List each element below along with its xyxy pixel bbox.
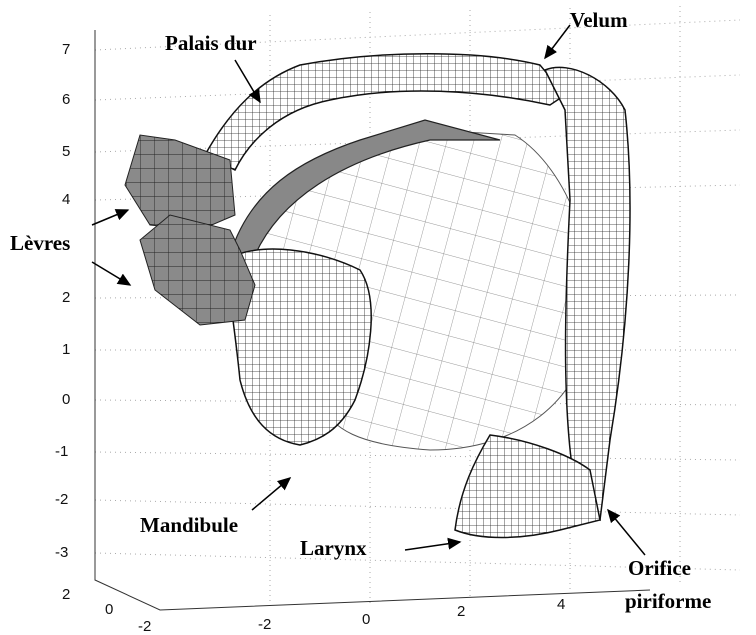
- tick: -2: [55, 491, 68, 508]
- y-ticks: 2 0 -2: [62, 586, 151, 635]
- tick: 6: [62, 91, 70, 108]
- tick: 0: [362, 611, 370, 628]
- x-ticks: -2 0 2 4: [258, 596, 565, 633]
- velum-pharynx: [543, 66, 631, 522]
- tick: 2: [62, 586, 70, 603]
- tick: 5: [62, 143, 70, 160]
- label: Larynx: [300, 536, 367, 560]
- z-ticks: 7 6 5 4 2 1 0 -1 -2 -3: [55, 41, 70, 561]
- lower-lip: [139, 214, 256, 326]
- label: Palais dur: [165, 31, 257, 55]
- tick: 2: [457, 603, 465, 620]
- tick: 1: [62, 341, 70, 358]
- label: Lèvres: [10, 231, 70, 255]
- label: piriforme: [625, 589, 711, 613]
- tick: 2: [62, 289, 70, 306]
- tick: -1: [55, 443, 68, 460]
- label: Mandibule: [140, 513, 238, 537]
- tongue-edge: [229, 119, 501, 256]
- mandible: [224, 248, 372, 446]
- tick: -3: [55, 544, 68, 561]
- tick: -2: [138, 618, 151, 635]
- label: Orifice: [628, 556, 691, 580]
- larynx: [454, 434, 601, 539]
- tick: 4: [62, 191, 70, 208]
- tick: 7: [62, 41, 70, 58]
- tick: 4: [557, 596, 565, 613]
- arrows: [91, 24, 646, 556]
- tick: -2: [258, 616, 271, 633]
- tick: 0: [62, 391, 70, 408]
- label: Velum: [570, 8, 628, 32]
- tick: 0: [105, 601, 113, 618]
